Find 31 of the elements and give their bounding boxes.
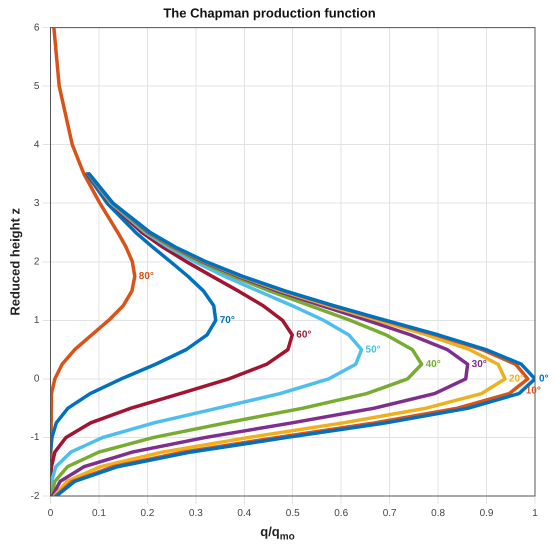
- x-tick-label: 0.5: [286, 508, 300, 519]
- y-tick-label: 0: [34, 374, 40, 385]
- y-axis-title: Reduced height z: [7, 207, 22, 316]
- series-label: 50°: [366, 344, 381, 356]
- y-tick-label: -1: [30, 432, 40, 444]
- series-label: 60°: [296, 330, 312, 341]
- series-label: 40°: [426, 359, 441, 370]
- y-tick-label: 2: [34, 256, 40, 268]
- x-tick-label: 0.9: [480, 508, 494, 519]
- x-tick-label: 0.2: [140, 508, 155, 519]
- series-label: 30°: [472, 359, 487, 370]
- x-tick-label: 0.7: [382, 508, 398, 519]
- y-tick-label: 4: [34, 139, 40, 150]
- x-tick-label: 0.4: [237, 508, 252, 519]
- y-tick-label: -2: [30, 490, 40, 502]
- y-tick-label: 3: [34, 198, 40, 209]
- x-tick-label: 1: [532, 508, 538, 519]
- x-tick-label: 0: [48, 508, 54, 519]
- x-tick-label: 0.8: [431, 508, 446, 519]
- series-label: 80°: [138, 271, 154, 282]
- chart-title: The Chapman production function: [163, 5, 376, 20]
- y-tick-label: 5: [34, 80, 40, 92]
- series-label: 70°: [220, 315, 235, 326]
- x-axis-title: q/q$_{mo}$: [259, 524, 296, 543]
- x-tick-label: 0.1: [92, 508, 106, 519]
- x-tick-label: 0.3: [188, 508, 204, 519]
- series-label: 0°: [539, 374, 549, 385]
- y-tick-label: 1: [34, 315, 40, 326]
- y-tick-label: 6: [34, 22, 40, 34]
- series-label: 20°: [508, 374, 524, 385]
- x-tick-label: 0.6: [334, 508, 349, 519]
